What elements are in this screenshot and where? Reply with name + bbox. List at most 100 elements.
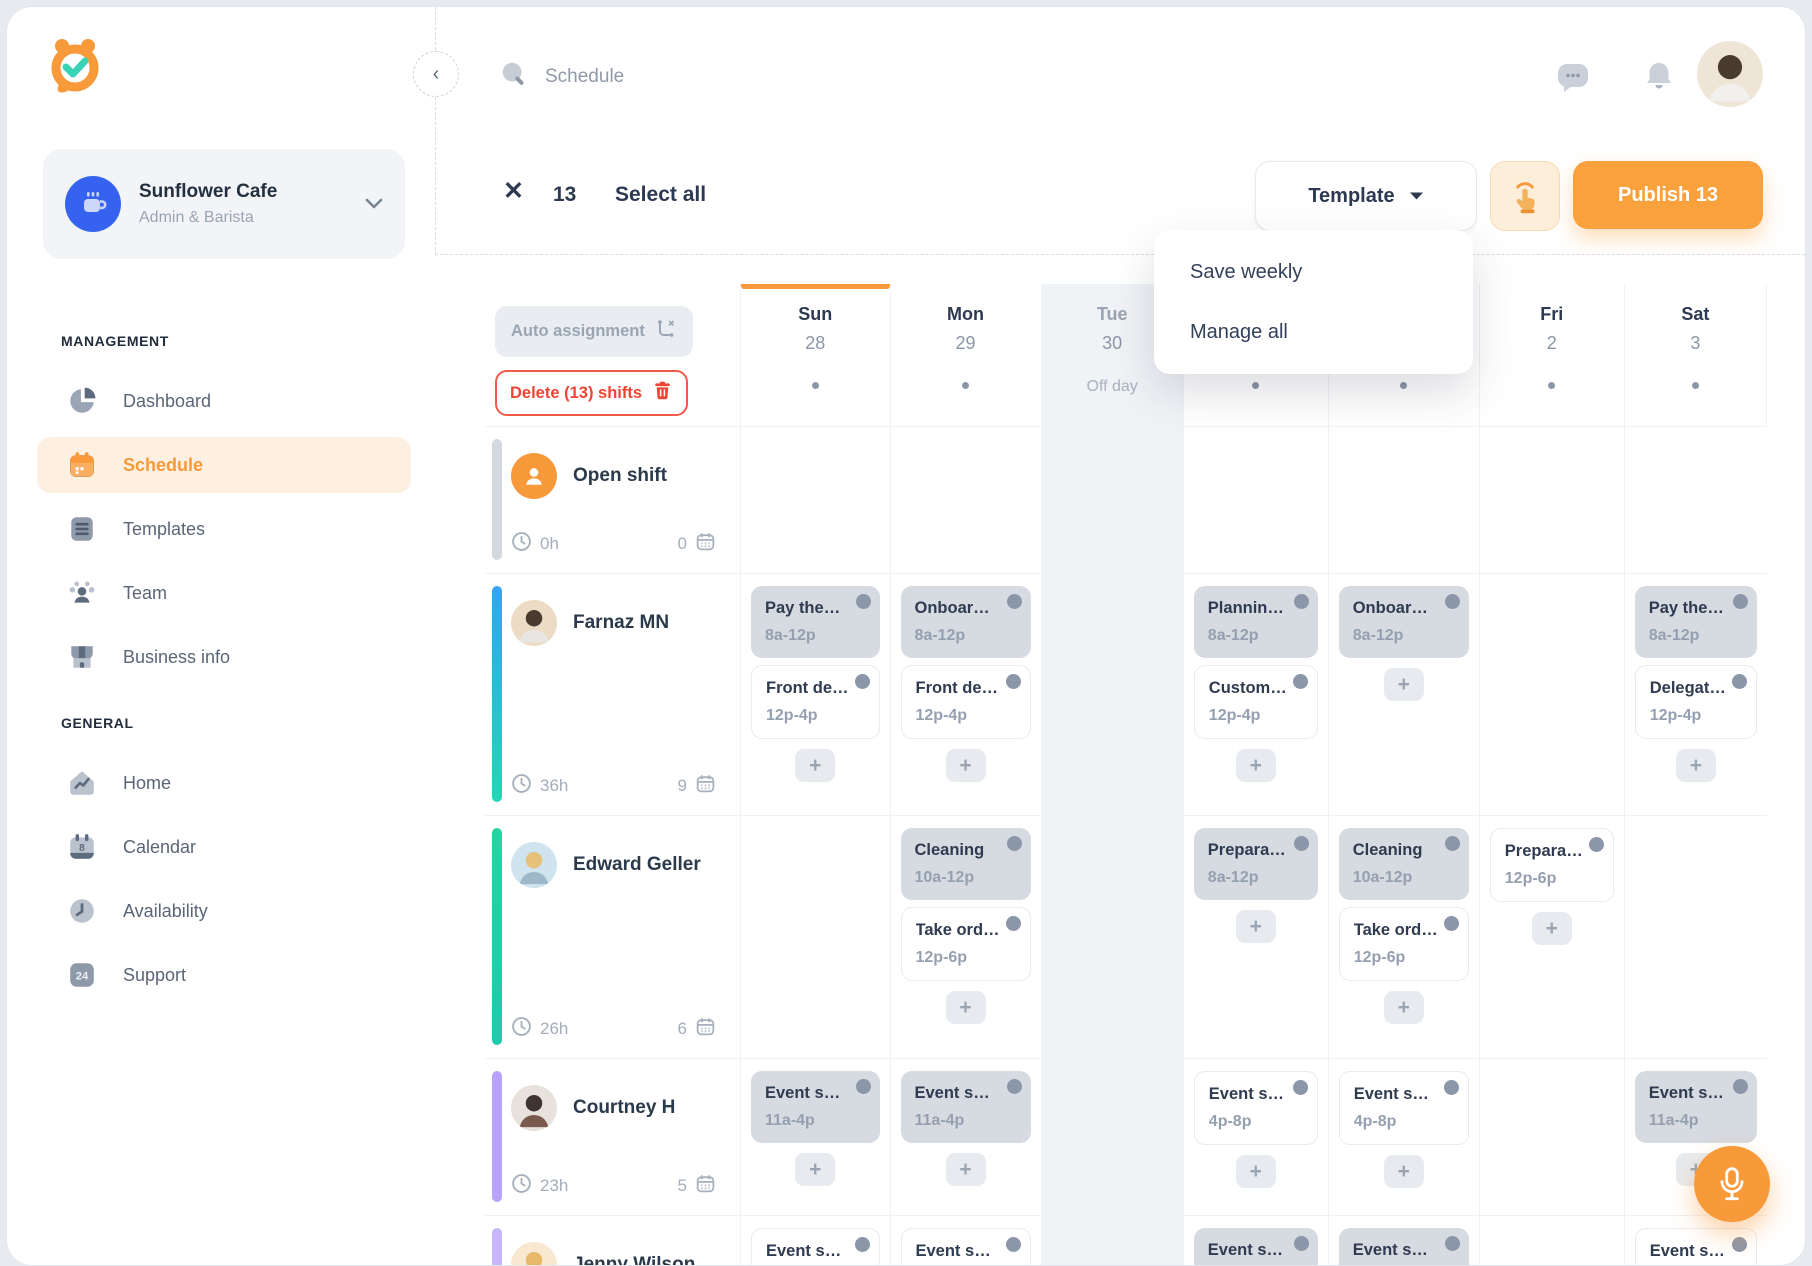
- shift-cell-open-shift-sun: [741, 427, 891, 574]
- selection-dot-icon: [1293, 836, 1309, 851]
- day-header-sun[interactable]: Sun 28: [741, 284, 891, 427]
- shift-card[interactable]: Take ord… 12p-6p: [900, 907, 1031, 981]
- clock-icon: [511, 1173, 532, 1199]
- shift-cell-jenny-wilson-sat: Event s…+: [1624, 1216, 1767, 1265]
- shift-time: 12p-4p: [1208, 707, 1261, 724]
- shift-card[interactable]: Custom… 12p-4p: [1193, 665, 1318, 739]
- shift-card[interactable]: Plannin… 8a-12p: [1193, 586, 1318, 658]
- add-shift-button[interactable]: +: [1235, 749, 1276, 782]
- sidebar-item-calendar[interactable]: 8 Calendar: [37, 819, 411, 875]
- shift-card[interactable]: Prepara… 12p-6p: [1489, 828, 1614, 902]
- sidebar-item-label: Support: [123, 964, 187, 985]
- shift-card[interactable]: Event s…: [751, 1228, 880, 1265]
- selection-dot-icon: [1444, 1236, 1460, 1251]
- add-shift-button[interactable]: +: [1383, 991, 1424, 1024]
- row-label-courtney-h: Courtney H 23h 5: [485, 1059, 741, 1216]
- add-shift-button[interactable]: +: [945, 1153, 986, 1186]
- day-dot: [811, 382, 819, 389]
- shift-cell-farnaz-mn-fri: [1479, 574, 1625, 816]
- voice-assistant-fab[interactable]: [1694, 1146, 1770, 1222]
- clear-selection-button[interactable]: ✕: [503, 177, 524, 205]
- add-shift-button[interactable]: +: [945, 991, 986, 1024]
- select-all-button[interactable]: Select all: [615, 183, 707, 206]
- shift-card[interactable]: Take ord… 12p-6p: [1338, 907, 1469, 981]
- template-label: Template: [1308, 184, 1395, 207]
- row-stats: 36h 9: [511, 773, 716, 799]
- add-shift-button[interactable]: +: [945, 749, 986, 782]
- shift-cell-open-shift-tue: [1041, 427, 1184, 574]
- scheduled-hours: 36h: [511, 773, 568, 799]
- shift-title: Delegat…: [1649, 679, 1726, 697]
- add-shift-button[interactable]: +: [1235, 1155, 1276, 1188]
- day-header-sat[interactable]: Sat 3: [1624, 284, 1767, 427]
- app-window: Sunflower Cafe Admin & Barista MANAGEMEN…: [6, 6, 1806, 1266]
- row-accent-bar: [492, 586, 502, 802]
- search-trigger[interactable]: Schedule: [499, 59, 624, 94]
- add-shift-button[interactable]: +: [795, 749, 836, 782]
- shift-card[interactable]: Event s…: [1338, 1228, 1469, 1265]
- add-shift-button[interactable]: +: [1235, 910, 1276, 943]
- notifications-button[interactable]: [1637, 55, 1681, 99]
- sidebar-item-support[interactable]: 24 Support: [37, 947, 411, 1003]
- shift-cell-courtney-h-sun: Event s… 11a-4p +: [741, 1059, 891, 1216]
- add-shift-button[interactable]: +: [1383, 668, 1424, 701]
- publish-button[interactable]: Publish 13: [1573, 161, 1763, 229]
- open-shift-icon: [511, 453, 557, 499]
- shift-card[interactable]: Event s… 11a-4p: [900, 1071, 1031, 1143]
- day-dot: [1548, 382, 1556, 389]
- shift-card[interactable]: Onboar… 8a-12p: [900, 586, 1031, 658]
- shift-cell-open-shift-wed: [1183, 427, 1329, 574]
- menu-item-save-weekly[interactable]: Save weekly: [1190, 261, 1303, 283]
- shift-card[interactable]: Onboar… 8a-12p: [1338, 586, 1469, 658]
- messages-button[interactable]: [1551, 55, 1595, 99]
- day-date: 30: [1102, 333, 1123, 353]
- shift-card[interactable]: Event s… 4p-8p: [1193, 1071, 1318, 1145]
- sidebar-item-schedule[interactable]: Schedule: [37, 437, 411, 493]
- selection-dot-icon: [1006, 1079, 1022, 1094]
- shift-card[interactable]: Cleaning 10a-12p: [900, 828, 1031, 900]
- shift-card[interactable]: Event s…: [1193, 1228, 1318, 1265]
- day-dot: [1400, 382, 1408, 389]
- add-shift-button[interactable]: +: [795, 1153, 836, 1186]
- shift-card[interactable]: Front de… 12p-4p: [751, 665, 880, 739]
- shift-card[interactable]: Event s… 11a-4p: [1634, 1071, 1757, 1143]
- row-accent-bar: [492, 1228, 502, 1265]
- quick-assign-button[interactable]: [1490, 161, 1560, 231]
- sidebar-item-dashboard[interactable]: Dashboard: [37, 373, 411, 429]
- shift-card[interactable]: Event s… 11a-4p: [751, 1071, 880, 1143]
- day-header-mon[interactable]: Mon 29: [890, 284, 1042, 427]
- add-shift-button[interactable]: +: [1675, 749, 1716, 782]
- shift-card[interactable]: Event s…: [900, 1228, 1031, 1265]
- selection-dot-icon: [1588, 837, 1604, 852]
- day-header-fri[interactable]: Fri 2: [1479, 284, 1625, 427]
- user-avatar[interactable]: [1697, 41, 1763, 107]
- shift-cell-open-shift-thu: [1328, 427, 1480, 574]
- auto-assignment-button[interactable]: Auto assignment: [495, 306, 693, 357]
- home-icon: [67, 768, 97, 798]
- sidebar-item-templates[interactable]: Templates: [37, 501, 411, 557]
- shift-card[interactable]: Delegat… 12p-4p: [1634, 665, 1757, 739]
- sidebar-item-availability[interactable]: Availability: [37, 883, 411, 939]
- shift-card[interactable]: Cleaning 10a-12p: [1338, 828, 1469, 900]
- shift-card[interactable]: Front de… 12p-4p: [900, 665, 1031, 739]
- shift-count: 5: [678, 1173, 716, 1199]
- workspace-switcher[interactable]: Sunflower Cafe Admin & Barista: [43, 149, 405, 259]
- delete-shifts-button[interactable]: Delete (13) shifts: [495, 370, 689, 416]
- template-dropdown-button[interactable]: Template: [1255, 161, 1477, 231]
- sidebar-item-business-info[interactable]: Business info: [37, 629, 411, 685]
- menu-item-manage-all[interactable]: Manage all: [1190, 321, 1288, 343]
- scheduled-hours-value: 23h: [540, 1176, 569, 1195]
- add-shift-button[interactable]: +: [1383, 1155, 1424, 1188]
- sidebar-collapse-button[interactable]: ‹: [413, 51, 459, 97]
- shift-card[interactable]: Prepara… 8a-12p: [1193, 828, 1318, 900]
- add-shift-button[interactable]: +: [1531, 912, 1572, 945]
- auto-assignment-label: Auto assignment: [511, 322, 645, 340]
- microphone-icon: [1720, 1167, 1744, 1201]
- shift-card[interactable]: Pay the… 8a-12p: [751, 586, 880, 658]
- shift-card[interactable]: Event s…: [1634, 1228, 1757, 1265]
- sidebar-item-home[interactable]: Home: [37, 755, 411, 811]
- shift-card[interactable]: Event s… 4p-8p: [1338, 1071, 1469, 1145]
- shift-card[interactable]: Pay the… 8a-12p: [1634, 586, 1757, 658]
- sidebar-item-team[interactable]: Team: [37, 565, 411, 621]
- avatar: [511, 1085, 557, 1131]
